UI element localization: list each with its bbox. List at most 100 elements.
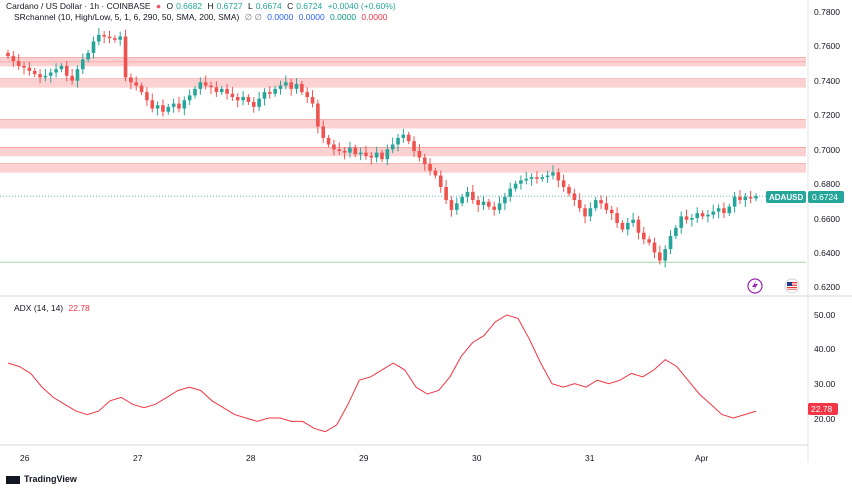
time-tick: 28 bbox=[246, 453, 256, 463]
candle-body bbox=[326, 137, 331, 145]
adx-value: 22.78 bbox=[68, 303, 90, 313]
lightning-icon[interactable] bbox=[747, 278, 763, 294]
candle-body bbox=[636, 219, 641, 233]
us-flag-icon[interactable] bbox=[784, 278, 800, 294]
candle-body bbox=[722, 208, 726, 214]
candle-body bbox=[235, 97, 240, 101]
price-tick: 0.7200 bbox=[814, 110, 840, 120]
candle-body bbox=[455, 203, 459, 210]
candle-body bbox=[700, 213, 705, 217]
indicator-label: SRchannel (10, High/Low, 5, 1, 6, 290, 5… bbox=[14, 12, 240, 22]
price-tick: 0.6200 bbox=[814, 282, 840, 292]
candle-body bbox=[97, 34, 101, 42]
candle-body bbox=[316, 103, 320, 127]
price-tick: 0.6400 bbox=[814, 248, 840, 258]
candle-body bbox=[171, 103, 176, 107]
candle-body bbox=[129, 77, 133, 83]
candle-body bbox=[567, 186, 571, 194]
candle-body bbox=[460, 196, 464, 204]
candle-body bbox=[145, 92, 149, 101]
candle-body bbox=[695, 213, 700, 219]
adx-tick: 40.00 bbox=[814, 344, 836, 354]
candle-body bbox=[337, 149, 342, 151]
candle-body bbox=[476, 200, 480, 205]
candle-body bbox=[615, 213, 619, 223]
tradingview-icon bbox=[6, 475, 20, 484]
candle-body bbox=[433, 170, 438, 176]
candle-body bbox=[43, 75, 48, 78]
candle-body bbox=[91, 41, 96, 53]
candle-body bbox=[438, 175, 443, 187]
price-tag-symbol: ADAUSD bbox=[769, 193, 803, 202]
candle-body bbox=[6, 52, 10, 57]
candle-body bbox=[465, 191, 470, 197]
candle-body bbox=[588, 208, 593, 217]
candle-body bbox=[551, 172, 555, 176]
time-axis[interactable]: 26 27 28 29 30 31 Apr bbox=[20, 453, 708, 463]
adx-tick: 20.00 bbox=[814, 414, 836, 424]
candle-body bbox=[620, 222, 625, 230]
candle-body bbox=[214, 87, 219, 93]
candle-body bbox=[118, 36, 122, 40]
candle-body bbox=[674, 227, 678, 237]
candle-body bbox=[374, 152, 379, 158]
adx-legend[interactable]: ADX (14, 14) 22.78 bbox=[14, 303, 93, 313]
candle-body bbox=[738, 196, 742, 201]
candle-body bbox=[631, 219, 635, 223]
candle-body bbox=[22, 65, 26, 68]
candle-body bbox=[107, 36, 112, 39]
adx-line bbox=[7, 314, 757, 433]
adx-tag-value: 22.78 bbox=[811, 404, 833, 414]
candle-body bbox=[353, 147, 358, 155]
candle-body bbox=[556, 172, 561, 181]
candle-body bbox=[321, 126, 326, 138]
close-label: C bbox=[287, 1, 294, 11]
candle-body bbox=[150, 100, 155, 109]
candle-body bbox=[278, 85, 283, 89]
candle-body bbox=[187, 95, 192, 101]
candle-body bbox=[342, 151, 347, 153]
candle-body bbox=[406, 134, 411, 142]
price-tag-value-bg bbox=[808, 191, 844, 203]
indicator-legend[interactable]: SRchannel (10, High/Low, 5, 1, 6, 290, 5… bbox=[14, 12, 390, 23]
candle-body bbox=[572, 193, 577, 201]
candle-body bbox=[358, 152, 363, 155]
candle-body bbox=[284, 82, 288, 86]
close-value: 0.6724 bbox=[296, 1, 323, 11]
candle-body bbox=[305, 92, 309, 98]
sr-zones bbox=[0, 57, 806, 173]
price-tick: 0.7400 bbox=[814, 76, 840, 86]
adx-tag: 22.78 bbox=[808, 403, 838, 415]
candle-body bbox=[599, 200, 603, 204]
candle-body bbox=[513, 183, 518, 189]
candle-body bbox=[625, 222, 630, 230]
candle-body bbox=[38, 74, 42, 78]
candle-body bbox=[609, 209, 614, 214]
sr-zone-band bbox=[0, 163, 806, 173]
candle-body bbox=[561, 180, 566, 187]
tradingview-logo[interactable]: TradingView bbox=[6, 474, 77, 484]
time-tick: 27 bbox=[133, 453, 143, 463]
price-tick: 0.7000 bbox=[814, 145, 840, 155]
candle-body bbox=[123, 36, 128, 78]
candle-body bbox=[348, 147, 352, 153]
candle-body bbox=[690, 218, 694, 220]
candle-body bbox=[449, 200, 454, 210]
adx-label: ADX (14, 14) bbox=[14, 303, 64, 313]
price-axis[interactable]: 0.7800 0.7600 0.7400 0.7200 0.7000 0.680… bbox=[814, 7, 840, 292]
candle-body bbox=[257, 98, 261, 107]
candle-body bbox=[54, 69, 58, 73]
candle-body bbox=[155, 105, 160, 109]
price-tick: 0.6800 bbox=[814, 179, 840, 189]
adx-axis[interactable]: 50.00 40.00 30.00 20.00 bbox=[814, 310, 836, 424]
candle-body bbox=[508, 188, 513, 197]
candle-body bbox=[642, 232, 646, 240]
indicator-value: 0.0000 bbox=[298, 12, 325, 22]
candle-body bbox=[396, 137, 400, 145]
price-tag-value: 0.6724 bbox=[812, 192, 838, 202]
candle-body bbox=[166, 106, 171, 112]
candle-body bbox=[545, 175, 550, 178]
